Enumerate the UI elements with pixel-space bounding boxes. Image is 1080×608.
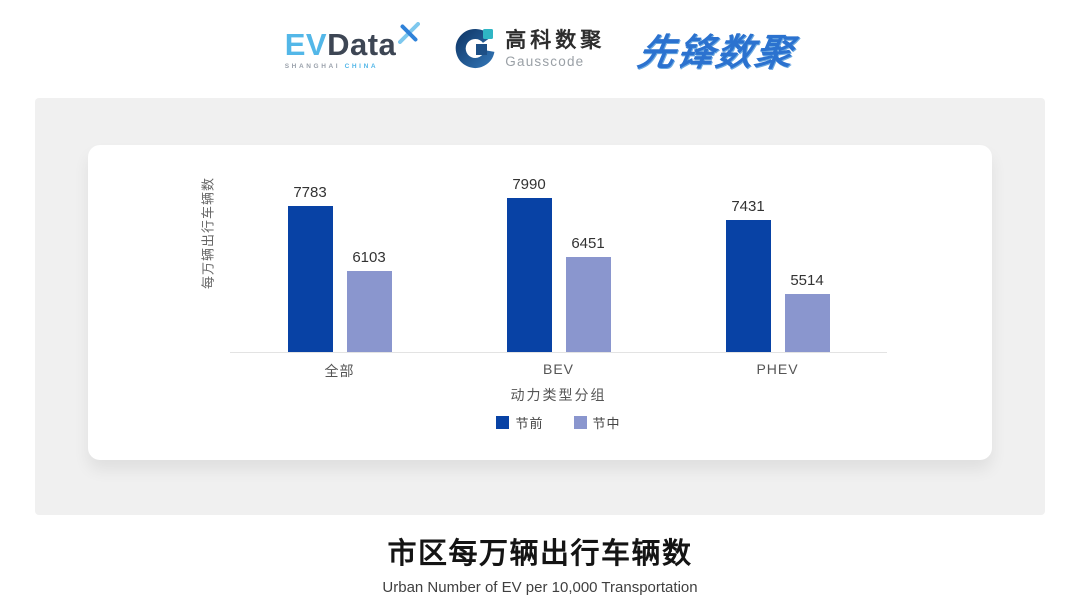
evdata-ev-text: EV: [284, 26, 328, 62]
evdata-wordmark: EV Data: [284, 21, 421, 62]
bar-节中-PHEV: [784, 294, 830, 352]
evdata-logo: EV Data SHANGHAI CHINA: [284, 21, 421, 70]
legend-swatch-icon: [573, 416, 587, 429]
legend-name: 节前: [515, 416, 544, 431]
chart-card: 每万辆出行车辆数 动力类型分组 节前 节中 7783 6103 全部 7990 6451 B…: [88, 145, 992, 460]
bar-节前-BEV: [506, 198, 552, 352]
gausscode-en-name: Gausscode: [505, 53, 585, 69]
footer: 市区每万辆出行车辆数 Urban Number of EV per 10,000…: [0, 530, 1080, 596]
bar-节中-BEV: [565, 257, 611, 352]
category-label-全部: 全部: [324, 363, 355, 379]
chart-title: 市区每万辆出行车辆数: [387, 538, 693, 570]
bar-value-label: 7431: [731, 198, 765, 215]
chart-subtitle: Urban Number of EV per 10,000 Transporta…: [382, 579, 698, 596]
bar-value-label: 7990: [512, 176, 546, 193]
chart-panel: 每万辆出行车辆数 动力类型分组 节前 节中 7783 6103 全部 7990 6451 B…: [35, 98, 1045, 515]
xianfeng-logo: 先锋数聚: [635, 32, 799, 73]
x-axis-line: [230, 352, 887, 353]
gausscode-text: 高科数聚 Gausscode: [505, 29, 605, 68]
category-label-PHEV: PHEV: [756, 361, 799, 377]
y-axis-label: 每万辆出行车辆数: [200, 176, 216, 290]
x-axis-title: 动力类型分组: [510, 387, 607, 403]
logo-header: EV Data SHANGHAI CHINA: [0, 0, 1080, 98]
category-label-BEV: BEV: [542, 361, 574, 377]
legend: 节前 节中: [230, 413, 887, 432]
bar-节中-全部: [346, 271, 392, 352]
evdata-x-icon: [398, 21, 421, 44]
evdata-data-text: Data: [327, 26, 397, 62]
bar-value-label: 6451: [571, 235, 605, 252]
legend-name: 节中: [592, 416, 621, 431]
gausscode-cn-name: 高科数聚: [505, 29, 606, 53]
evdata-tagline: SHANGHAI CHINA: [285, 63, 421, 70]
bar-节前-PHEV: [725, 220, 771, 352]
bar-value-label: 6103: [352, 249, 386, 266]
legend-item-节中: 节中: [573, 413, 621, 432]
evdata-shanghai-text: SHANGHAI: [284, 62, 341, 70]
legend-item-节前: 节前: [496, 413, 543, 432]
evdata-china-text: CHINA: [344, 62, 379, 70]
gausscode-logo: 高科数聚 Gausscode: [454, 27, 605, 71]
bar-value-label: 7783: [293, 184, 327, 201]
bar-节前-全部: [287, 206, 333, 352]
legend-swatch-icon: [496, 416, 510, 429]
bar-value-label: 5514: [790, 272, 824, 289]
gausscode-g-icon: [456, 29, 495, 68]
